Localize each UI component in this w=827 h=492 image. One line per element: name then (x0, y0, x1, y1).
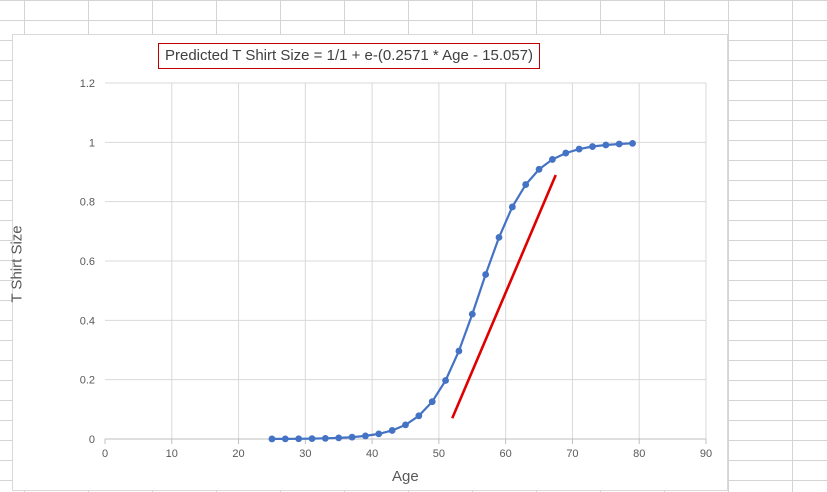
data-point (442, 377, 449, 384)
data-point (308, 435, 316, 443)
data-point (335, 434, 343, 442)
chart-title[interactable]: Predicted T Shirt Size = 1/1 + e-(0.2571… (158, 43, 541, 69)
x-tick-label: 50 (433, 448, 445, 460)
grid-lines (105, 82, 707, 439)
data-point (388, 427, 396, 434)
axes (104, 438, 707, 444)
data-point (508, 203, 516, 211)
y-tick-label: 0.2 (80, 375, 95, 387)
y-tick-label: 1.2 (80, 78, 95, 90)
data-point (295, 435, 303, 443)
y-tick-label: 0.6 (80, 256, 95, 268)
data-point (522, 181, 530, 188)
x-tick-label: 20 (232, 448, 244, 460)
data-point (602, 141, 610, 149)
series-line (271, 142, 633, 440)
data-point (415, 412, 423, 420)
x-tick-labels: 0 10 20 30 40 50 60 70 80 90 (102, 448, 712, 460)
x-tick-label: 90 (700, 448, 712, 460)
data-point (455, 347, 463, 355)
x-tick-label: 10 (166, 448, 178, 460)
x-tick-label: 80 (633, 448, 645, 460)
y-tick-labels: 0 0.2 0.4 0.6 0.8 1 1.2 (80, 78, 95, 446)
data-point (362, 432, 369, 440)
data-point (348, 433, 356, 441)
data-point (629, 139, 636, 147)
y-tick-label: 0 (89, 434, 95, 446)
red-trend-line (451, 174, 557, 419)
data-point (549, 156, 556, 163)
data-point (402, 421, 409, 429)
x-axis-title[interactable]: Age (392, 468, 419, 485)
y-axis-title[interactable]: T Shirt Size (8, 225, 26, 303)
y-tick-label: 0.8 (80, 197, 95, 209)
y-tick-label: 0.4 (80, 315, 95, 327)
data-series (268, 139, 636, 443)
chart-area[interactable] (12, 34, 728, 491)
data-point (321, 434, 329, 442)
x-tick-label: 40 (366, 448, 378, 460)
annotations (451, 174, 557, 419)
data-point (589, 143, 596, 150)
x-tick-label: 0 (102, 448, 108, 460)
data-point (428, 398, 436, 406)
x-tick-label: 60 (500, 448, 512, 460)
data-point (482, 271, 490, 278)
data-point (268, 435, 276, 443)
x-tick-label: 30 (299, 448, 311, 460)
data-point (468, 310, 476, 318)
data-point (535, 165, 543, 173)
x-tick-label: 70 (566, 448, 578, 460)
data-point (562, 149, 570, 157)
data-point (615, 140, 623, 148)
data-point (575, 145, 583, 153)
data-point (281, 435, 289, 443)
data-point (495, 233, 503, 241)
data-point (375, 430, 383, 438)
y-tick-label: 1 (89, 137, 95, 149)
